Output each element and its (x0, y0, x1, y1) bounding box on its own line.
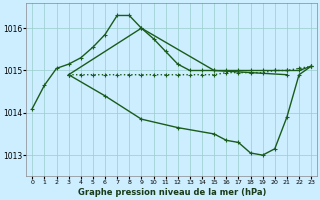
X-axis label: Graphe pression niveau de la mer (hPa): Graphe pression niveau de la mer (hPa) (77, 188, 266, 197)
